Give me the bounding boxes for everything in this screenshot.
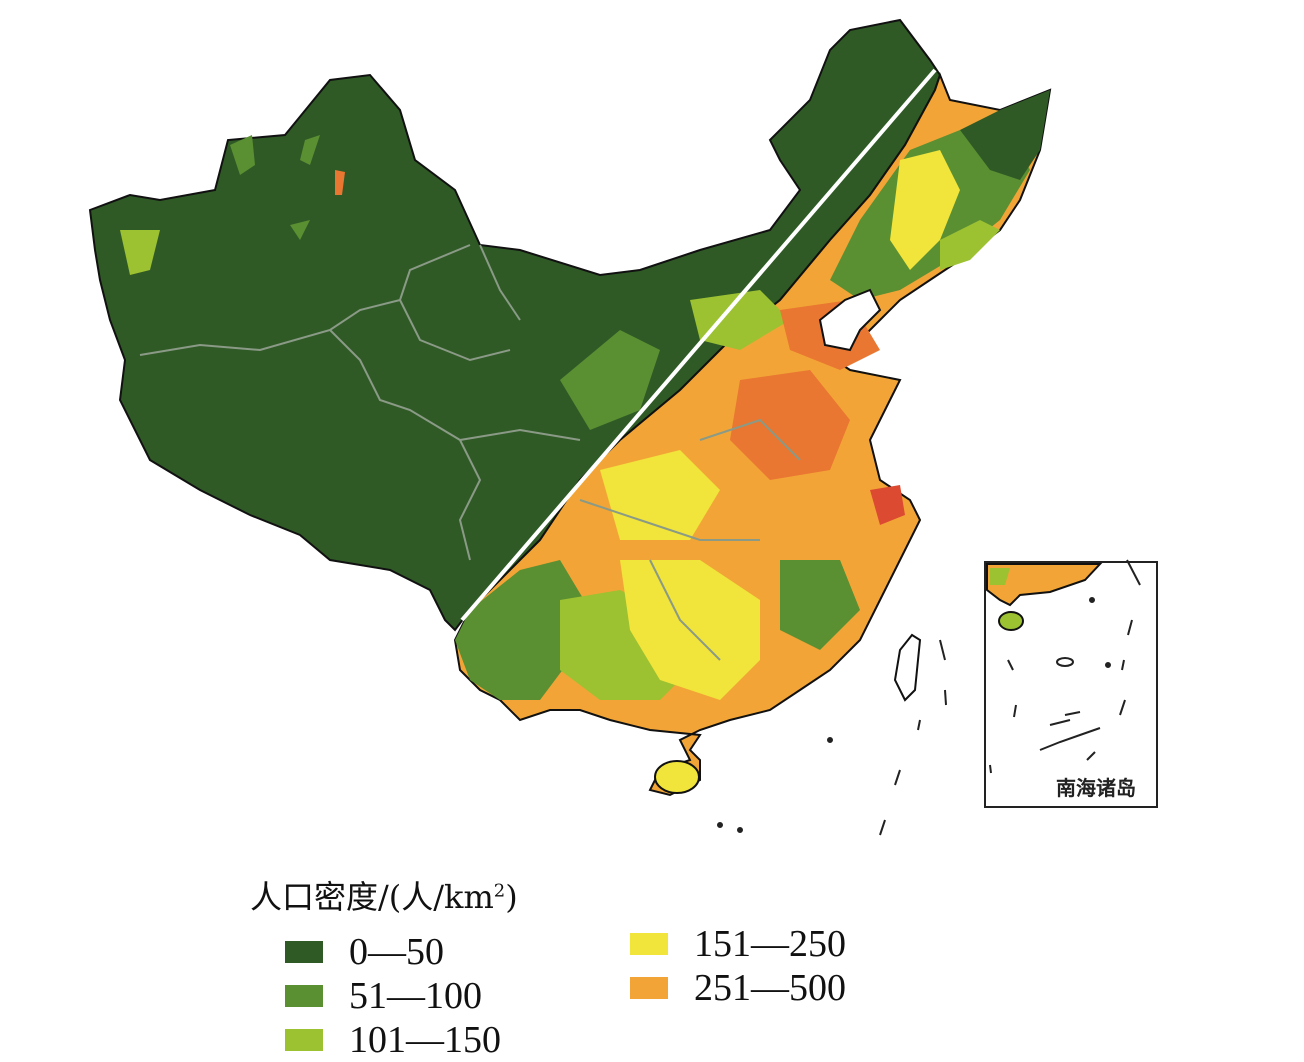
west-patch-1 — [230, 135, 255, 175]
taiwan-island — [893, 633, 922, 702]
china-population-density-map — [88, 18, 1158, 836]
inset-mainland — [986, 563, 1103, 607]
inset-islands — [989, 559, 1141, 774]
legend-label: 151—250 — [694, 923, 846, 965]
hu-line — [460, 68, 937, 622]
legend-item-151-250: 151—250 — [630, 922, 846, 966]
west-patch-2 — [300, 135, 320, 165]
legend: 人口密度/(人/km2) 0—50 51—100 101—150 151—250… — [250, 872, 890, 1061]
legend-swatch — [630, 977, 668, 999]
east-mosaic-lightgreen-north — [690, 290, 790, 350]
inset-frame — [984, 561, 1158, 808]
west-patch-4 — [120, 230, 160, 275]
bohai-sea — [818, 288, 882, 352]
northeast-lightgreen — [940, 220, 1000, 270]
legend-title-prefix: 人口密度/(人/km — [250, 878, 494, 916]
legend-item-51-100: 51—100 — [285, 974, 482, 1018]
legend-title-suffix: ) — [505, 878, 518, 916]
northeast-yellow — [890, 150, 960, 270]
legend-title-sup: 2 — [493, 880, 506, 902]
legend-title: 人口密度/(人/km2) — [250, 872, 518, 918]
legend-label: 101—150 — [349, 1019, 501, 1061]
orange-red-patch-center — [730, 370, 850, 480]
province-boundaries — [139, 244, 801, 661]
east-mosaic-green-mid — [780, 560, 860, 650]
legend-swatch — [285, 1029, 323, 1051]
legend-swatch — [285, 941, 323, 963]
west-patch-5 — [290, 220, 310, 240]
legend-swatch — [630, 933, 668, 955]
east-mosaic-green-sw — [455, 560, 590, 700]
inset-hainan — [998, 611, 1024, 631]
red-patch-shanghai — [870, 485, 905, 525]
legend-swatch — [285, 985, 323, 1007]
hainan-island — [654, 760, 700, 794]
legend-item-251-500: 251—500 — [630, 966, 846, 1010]
inset-mainland-green — [990, 568, 1010, 585]
legend-label: 51—100 — [349, 975, 482, 1017]
northeast-darkgreen — [960, 90, 1050, 180]
legend-label: 251—500 — [694, 967, 846, 1009]
legend-item-101-150: 101—150 — [285, 1018, 501, 1062]
inset-label: 南海诸岛 — [1056, 776, 1136, 800]
south-sea-islands — [717, 639, 947, 836]
east-mosaic-green-west — [560, 330, 660, 430]
legend-label: 0—50 — [349, 931, 444, 973]
west-patch-3 — [335, 170, 345, 195]
legend-item-0-50: 0—50 — [285, 930, 444, 974]
